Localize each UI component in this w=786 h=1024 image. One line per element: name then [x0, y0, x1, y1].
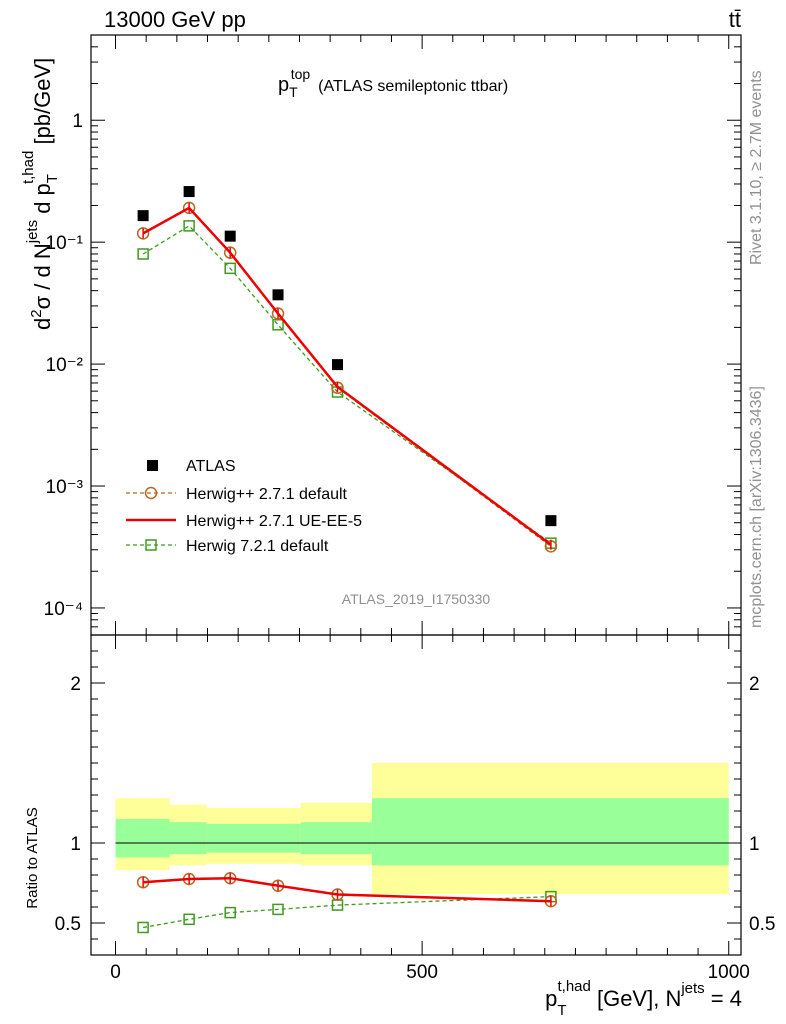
legend-entry-atlas: ATLAS	[147, 458, 236, 475]
legend-marker-atlas	[147, 460, 158, 471]
ratio-y-tick-label: 2	[70, 674, 81, 695]
analysis-watermark: ATLAS_2019_I1750330	[342, 591, 491, 607]
plot-title-sup: top	[291, 66, 311, 82]
main-atlas-point	[183, 186, 195, 198]
main-herwig7-point	[183, 220, 195, 232]
ratio-band-stat-3	[300, 822, 372, 855]
ratio-band-stat-0	[115, 819, 170, 858]
main-herwig-default-point	[136, 227, 150, 240]
legend: ATLAS Herwig++ 2.7.1 default Herwig++ 2.…	[126, 458, 362, 555]
main-herwig7-line	[142, 225, 552, 544]
x-tick-label: 1000	[708, 962, 750, 983]
main-y-axis-label: d2σ / d Njets d pTt,had [pb/GeV]	[20, 58, 61, 330]
main-herwig7-point	[224, 262, 236, 275]
x-tick-label: 0	[110, 962, 121, 983]
main-herwig-default-point	[271, 307, 285, 320]
ratio-herwig-ueee5-line	[143, 876, 551, 903]
main-atlas-point	[137, 210, 149, 222]
ratio-y-tick-label-right: 1	[749, 834, 760, 855]
legend-marker-herwig-default	[144, 486, 158, 500]
main-herwig7-point	[137, 248, 149, 260]
ratio-herwig7-point	[224, 906, 236, 919]
rivet-version-label: Rivet 3.1.10, ≥ 2.7M events	[748, 70, 765, 265]
ratio-y-tick-label: 0.5	[55, 914, 81, 935]
ratio-herwig7-point	[272, 903, 284, 916]
main-y-tick-label: 10⁻¹	[46, 233, 84, 254]
main-herwig-default-point	[182, 201, 196, 215]
legend-label-herwig-default: Herwig++ 2.7.1 default	[186, 486, 348, 503]
legend-entry-herwig-default: Herwig++ 2.7.1 default	[126, 486, 348, 503]
legend-label-atlas: ATLAS	[186, 458, 236, 475]
main-atlas-point	[272, 289, 284, 301]
main-y-tick-label: 1	[72, 111, 83, 132]
mcplots-label: mcplots.cern.ch [arXiv:1306.3436]	[748, 386, 765, 628]
process-label: tt̄	[729, 7, 741, 32]
ratio-band-stat-2	[206, 823, 301, 853]
ratio-y-tick-label-right: 0.5	[749, 914, 775, 935]
main-y-tick-label: 10⁻²	[46, 355, 84, 376]
plot-title: pTtop (ATLAS semileptonic ttbar)	[278, 66, 508, 100]
ratio-herwig7-point	[183, 913, 195, 926]
plot-title-sub: T	[289, 84, 298, 100]
main-atlas-point	[545, 515, 557, 527]
ratio-y-tick-label-right: 2	[749, 674, 760, 695]
plot-title-rest: (ATLAS semileptonic ttbar)	[318, 78, 508, 95]
legend-label-herwig7: Herwig 7.2.1 default	[186, 538, 329, 555]
main-y-tick-label: 10⁻⁴	[44, 599, 83, 620]
main-herwig-default-point	[223, 246, 237, 259]
ratio-plot-panel: 0 500 1000 0.5 0.5 1 1 2 2	[55, 634, 775, 983]
ratio-herwig7-line	[142, 895, 551, 929]
energy-label: 13000 GeV pp	[104, 7, 246, 32]
plot-title-p: p	[278, 74, 289, 96]
x-tick-label: 500	[406, 962, 438, 983]
ratio-y-axis-label: Ratio to ATLAS	[24, 807, 41, 908]
ratio-band-stat-1	[169, 822, 207, 855]
legend-label-herwig-ueee5: Herwig++ 2.7.1 UE-EE-5	[186, 513, 362, 530]
main-y-tick-label: 10⁻³	[46, 477, 84, 498]
legend-marker-herwig7	[145, 539, 157, 551]
x-axis-label: pTt,had [GeV], Njets = 4	[545, 978, 742, 1019]
ratio-band-stat-4	[371, 798, 729, 866]
main-atlas-point	[224, 230, 236, 242]
legend-entry-herwig7: Herwig 7.2.1 default	[126, 538, 329, 555]
main-herwig7-point	[272, 319, 284, 331]
ratio-y-tick-label: 1	[70, 834, 81, 855]
ratio-herwig7-point	[137, 921, 149, 934]
main-herwig-ueee5-line	[142, 206, 552, 546]
main-plot-panel: 10⁻⁴ 10⁻³ 10⁻² 10⁻¹ 1	[44, 34, 742, 636]
main-atlas-point	[332, 359, 344, 371]
legend-entry-herwig-ueee5: Herwig++ 2.7.1 UE-EE-5	[126, 513, 362, 530]
